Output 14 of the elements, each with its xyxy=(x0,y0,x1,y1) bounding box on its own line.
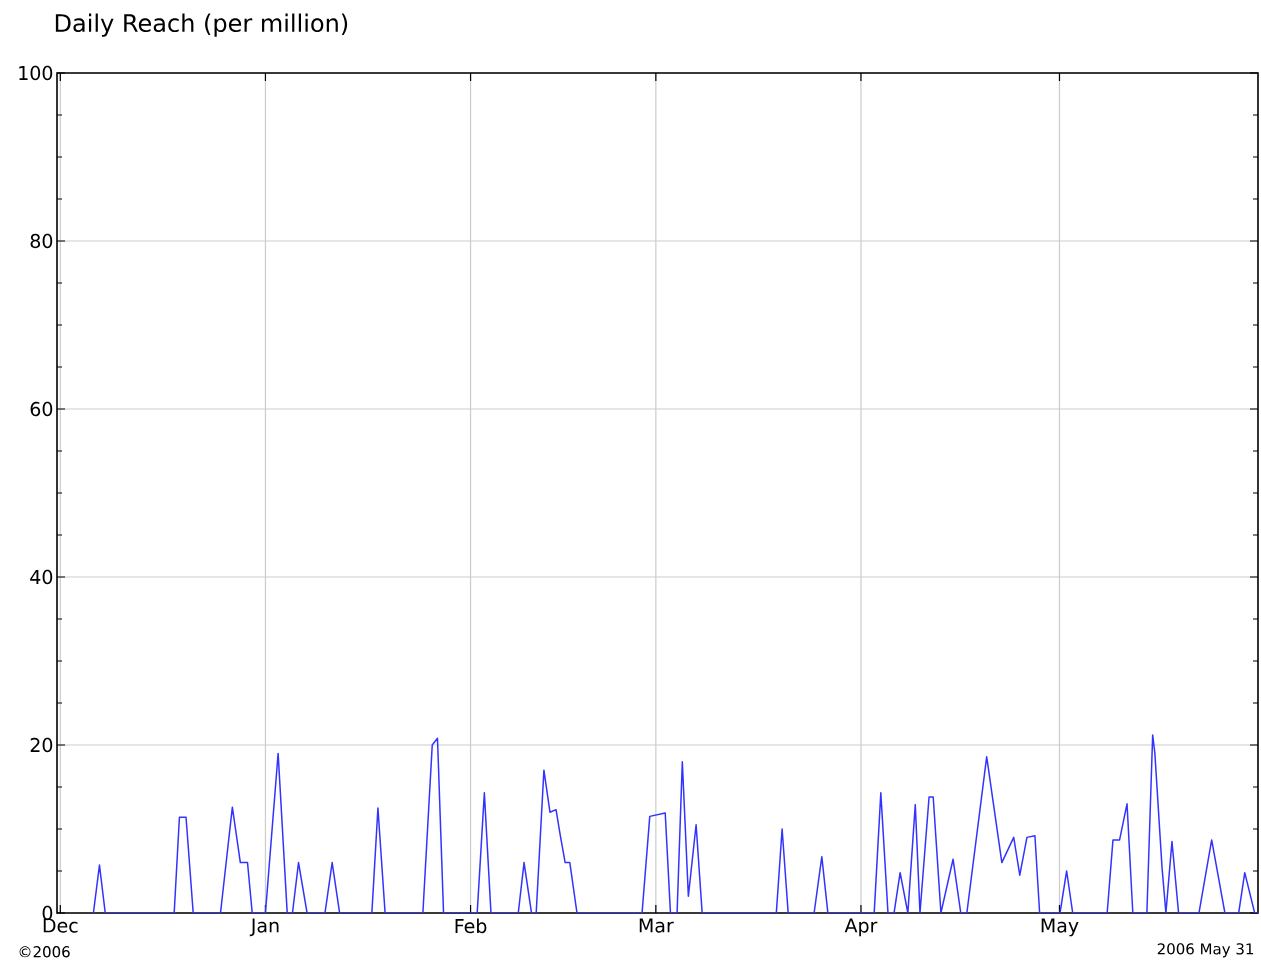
x-tick-label: Feb xyxy=(455,918,487,934)
y-tick-label: 40 xyxy=(30,569,53,585)
y-tick-label: 60 xyxy=(30,401,53,417)
y-tick-label: 20 xyxy=(30,737,53,753)
text: 2006 May 31 xyxy=(1157,943,1254,958)
text: ©2006 xyxy=(19,946,70,958)
x-tick-label: May xyxy=(1041,918,1079,937)
x-tick-label: Apr xyxy=(844,918,878,937)
x-tick-label: Mar xyxy=(639,918,674,933)
y-tick-label: 100 xyxy=(19,65,53,81)
x-tick-label: Jan xyxy=(249,918,279,937)
chart-title: Daily Reach (per million) xyxy=(55,13,348,37)
y-tick-label: 80 xyxy=(30,233,53,249)
line-series xyxy=(92,734,1258,913)
